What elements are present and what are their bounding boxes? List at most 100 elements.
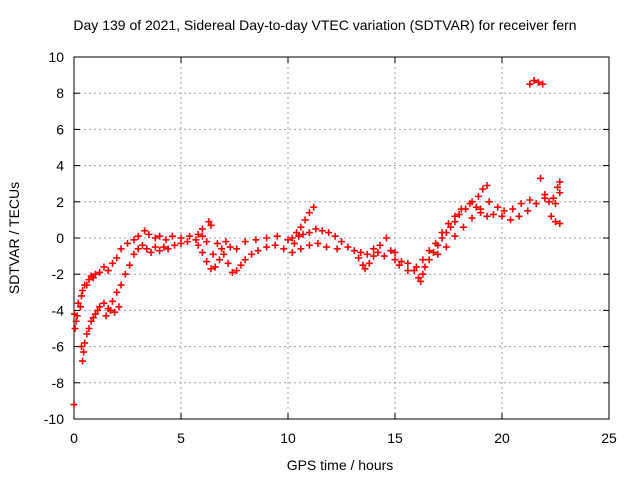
data-point: [507, 216, 515, 224]
x-tick-label: 10: [280, 430, 296, 446]
data-point: [87, 317, 95, 325]
data-point: [254, 247, 262, 255]
data-point: [141, 227, 149, 235]
data-point: [417, 277, 425, 285]
data-point: [94, 306, 102, 314]
grid-lines: [74, 57, 609, 419]
data-point: [549, 194, 557, 202]
data-point: [455, 210, 463, 218]
data-point: [102, 312, 110, 320]
data-point: [113, 288, 121, 296]
data-point: [80, 348, 88, 356]
data-point: [263, 234, 271, 242]
data-point: [483, 212, 491, 220]
data-point: [350, 247, 358, 255]
data-point: [532, 200, 540, 208]
data-point: [404, 259, 412, 267]
data-point: [380, 252, 388, 260]
data-point: [134, 232, 142, 240]
data-point: [207, 265, 215, 273]
data-point: [130, 236, 138, 244]
data-point: [70, 401, 78, 409]
data-point: [171, 241, 179, 249]
y-tick-label: 0: [56, 230, 64, 246]
data-point: [138, 241, 146, 249]
data-point: [387, 247, 395, 255]
data-point: [355, 254, 363, 262]
data-point: [226, 243, 234, 251]
data-point: [117, 245, 125, 253]
data-point: [288, 234, 296, 242]
data-point: [72, 317, 80, 325]
x-tick-label: 25: [601, 430, 617, 446]
data-point: [415, 274, 423, 282]
data-point: [310, 203, 318, 211]
data-point: [299, 230, 307, 238]
data-point: [515, 212, 523, 220]
data-point: [151, 234, 159, 242]
data-point: [509, 205, 517, 213]
data-point: [530, 77, 538, 85]
data-points: [70, 77, 564, 409]
data-point: [156, 247, 164, 255]
data-point: [220, 250, 228, 258]
data-point: [216, 256, 224, 264]
data-point: [271, 241, 279, 249]
data-point: [186, 232, 194, 240]
data-point: [164, 245, 172, 253]
data-point: [485, 198, 493, 206]
axis-ticks: [73, 56, 610, 420]
data-point: [233, 245, 241, 253]
data-point: [81, 339, 89, 347]
data-point: [241, 238, 249, 246]
data-point: [556, 178, 564, 186]
data-point: [404, 267, 412, 275]
data-point: [106, 306, 114, 314]
data-point: [83, 330, 91, 338]
data-point: [537, 174, 545, 182]
data-point: [297, 223, 305, 231]
data-point: [203, 238, 211, 246]
data-point: [295, 232, 303, 240]
data-point: [541, 191, 549, 199]
data-point: [77, 343, 85, 351]
data-point: [457, 205, 465, 213]
data-point: [477, 205, 485, 213]
data-point: [192, 236, 200, 244]
data-point: [325, 229, 333, 237]
data-point: [556, 189, 564, 197]
data-point: [89, 314, 97, 322]
data-point: [451, 212, 459, 220]
y-tick-labels: -10 -8 -6 -4 -2 0 2 4 6 8 10: [44, 49, 64, 427]
data-point: [344, 243, 352, 251]
data-point: [459, 223, 467, 231]
data-point: [318, 227, 326, 235]
data-point: [359, 261, 367, 269]
data-point: [252, 236, 260, 244]
data-point: [539, 80, 547, 88]
data-point: [198, 225, 206, 233]
data-point: [468, 214, 476, 222]
y-tick-label: 6: [56, 121, 64, 137]
data-point: [556, 220, 564, 228]
data-point: [218, 245, 226, 253]
data-point: [213, 239, 221, 247]
data-point: [534, 78, 542, 86]
data-point: [263, 243, 271, 251]
data-point: [156, 232, 164, 240]
data-point: [293, 229, 301, 237]
data-point: [134, 245, 142, 253]
data-point: [305, 229, 313, 237]
data-point: [160, 243, 168, 251]
x-tick-label: 0: [70, 430, 78, 446]
data-point: [233, 267, 241, 275]
data-point: [203, 258, 211, 266]
data-point: [451, 232, 459, 240]
data-point: [526, 196, 534, 204]
data-point: [89, 274, 97, 282]
data-point: [412, 263, 420, 271]
data-point: [284, 236, 292, 244]
data-point: [391, 256, 399, 264]
y-tick-label: -4: [52, 302, 65, 318]
